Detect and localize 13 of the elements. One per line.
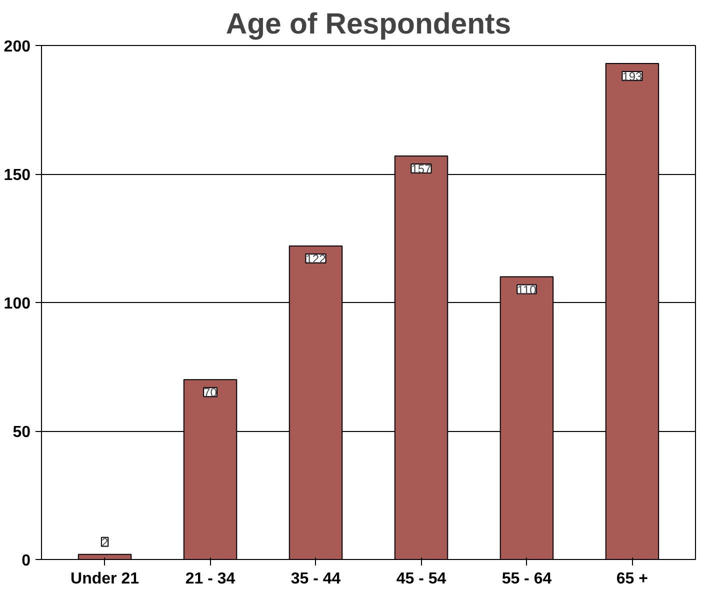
x-tick-label: 21 - 34 — [185, 570, 236, 588]
data-label: 2 — [101, 535, 108, 550]
x-tick-label: 65 + — [616, 570, 648, 588]
x-tick-label: 55 - 64 — [502, 570, 552, 588]
y-tick-label: 100 — [4, 296, 31, 312]
y-tick-label: 50 — [12, 424, 31, 441]
x-tick-label: Under 21 — [70, 570, 140, 588]
x-tick-label: 45 - 54 — [396, 570, 446, 588]
y-tick-label: 150 — [4, 167, 31, 184]
chart-title: Age of Respondents — [226, 8, 512, 40]
y-tick-label: 200 — [4, 38, 31, 56]
y-tick-label: 0 — [22, 552, 31, 570]
x-tick-label: 35 - 44 — [290, 570, 341, 588]
